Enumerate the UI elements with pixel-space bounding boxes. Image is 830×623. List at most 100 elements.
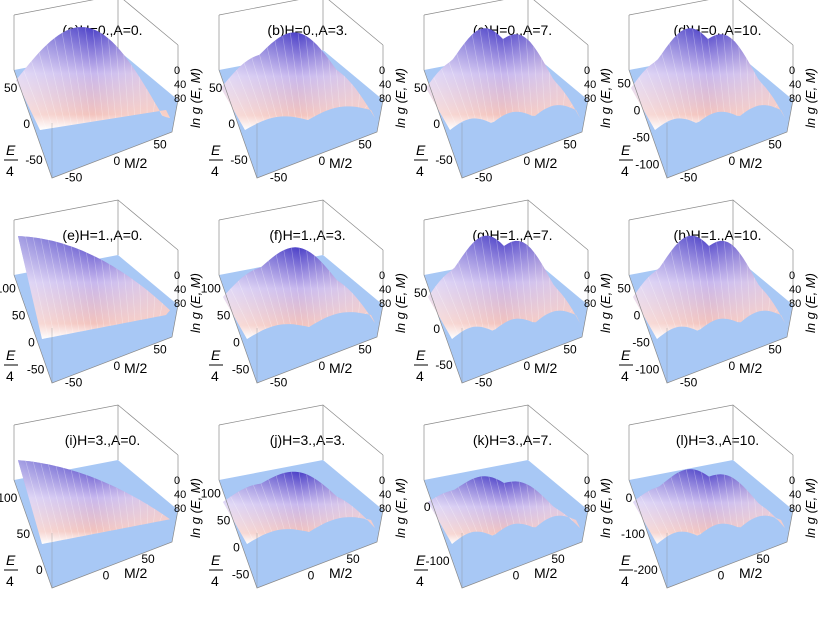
e-axis-numerator: E xyxy=(6,552,16,568)
e-axis-numerator: E xyxy=(416,142,426,158)
mesh-line xyxy=(275,254,291,325)
mesh-line xyxy=(25,460,49,543)
m-tick-label: 50 xyxy=(153,343,167,357)
mesh-line xyxy=(525,38,533,116)
mesh-line xyxy=(442,493,465,536)
mesh-line xyxy=(640,286,664,335)
m-tick-label: -50 xyxy=(475,376,493,390)
mesh-line xyxy=(700,31,712,114)
mesh-line xyxy=(692,28,706,118)
mesh-line xyxy=(115,45,123,118)
panel-c: (c)H=0.,A=7. 50 0 -50 -50 0 50 M/2 E 4 80 40 0 ln g (… xyxy=(410,0,615,200)
mesh-line xyxy=(336,69,340,108)
z-tick-label: 0 xyxy=(174,475,180,487)
mesh-line xyxy=(715,34,725,112)
z-tick-label: 80 xyxy=(789,298,801,310)
e-tick-label: 50 xyxy=(414,81,428,95)
mesh-line xyxy=(746,58,750,110)
m-tick-label: 0 xyxy=(113,359,120,373)
mesh-line xyxy=(364,105,368,109)
mesh-line xyxy=(518,240,527,320)
e-axis-numerator: E xyxy=(416,347,426,363)
m-tick-label: 0 xyxy=(318,359,325,373)
mesh-line xyxy=(563,298,566,311)
z-tick-label: 80 xyxy=(379,503,391,515)
z-axis-label: ln g (E, M) xyxy=(598,273,613,333)
mesh-line xyxy=(69,29,85,124)
mesh-line xyxy=(458,486,478,532)
mesh-line xyxy=(541,58,545,110)
mesh-line xyxy=(283,472,297,530)
mesh-line xyxy=(54,38,72,126)
mesh-line xyxy=(441,68,463,122)
mesh-line xyxy=(320,49,328,111)
surface-plot: 50 0 -50 -50 0 50 M/2 E 4 80 40 0 ln g (E, M) xyxy=(414,199,613,390)
m-axis-label: M/2 xyxy=(739,565,763,581)
z-tick-label: 40 xyxy=(379,284,391,296)
mesh-line xyxy=(768,298,771,311)
mesh-line xyxy=(245,274,266,330)
mesh-line xyxy=(230,496,254,541)
surface-shading xyxy=(426,28,580,131)
mesh-line xyxy=(448,62,470,120)
box-front-edge xyxy=(218,15,384,179)
mesh-line xyxy=(716,474,726,524)
mesh-line xyxy=(306,474,316,529)
z-axis-label: ln g (E, M) xyxy=(803,273,818,333)
mesh-line xyxy=(92,29,104,121)
mesh-line xyxy=(251,57,271,119)
e-axis-denominator: 4 xyxy=(416,368,424,384)
m-tick-label: 0 xyxy=(728,154,735,168)
m-axis-label: M/2 xyxy=(534,360,558,376)
mesh-line xyxy=(655,487,676,533)
mesh-line xyxy=(46,44,66,127)
mesh-line xyxy=(479,29,495,122)
box-top-edge xyxy=(423,0,589,46)
mesh-line xyxy=(730,38,738,116)
e-tick-label: 50 xyxy=(4,81,18,95)
mesh-line xyxy=(563,92,565,106)
e-tick-label: 0 xyxy=(433,322,440,336)
panel-b: (b)H=0.,A=3. 50 0 -50 -50 0 50 M/2 E 4 80 40 0 ln g (… xyxy=(205,0,410,200)
e-tick-label: -50 xyxy=(632,336,650,350)
z-axis-label: ln g (E, M) xyxy=(188,68,203,128)
mesh-line xyxy=(511,481,521,524)
mesh-line xyxy=(266,47,284,117)
mesh-line xyxy=(774,104,778,108)
panel-g: (g)H=1.,A=7. 50 0 -50 -50 0 50 M/2 E 4 80 40 0 ln g (… xyxy=(410,199,615,405)
mesh-line xyxy=(358,512,361,518)
m-tick-label: 0 xyxy=(513,568,520,582)
mesh-line xyxy=(124,491,130,528)
e-tick-label: 50 xyxy=(217,514,231,528)
mesh-line xyxy=(253,484,273,532)
surface-plot: 50 0 -50 -50 0 50 M/2 E 4 80 40 0 ln g (E, M) xyxy=(4,0,203,185)
mesh-line xyxy=(237,280,260,333)
mesh-line xyxy=(678,472,695,535)
mesh-line xyxy=(503,245,515,320)
surface-plot: 50 0 -50 -50 0 50 M/2 E 4 80 40 0 ln g (E, M) xyxy=(414,0,613,185)
box-top-edge xyxy=(218,404,384,456)
box-front-edge xyxy=(13,425,179,589)
mesh-line xyxy=(693,469,707,530)
box-front-edge xyxy=(218,220,384,384)
mesh-line xyxy=(253,270,273,327)
panel-f: (f)H=1.,A=3. 100 50 0 -50 -50 0 50 M/2 E 4 80 40 0 ln … xyxy=(201,199,410,405)
mesh-line xyxy=(655,270,676,328)
z-tick-label: 80 xyxy=(584,503,596,515)
e-tick-label: 100 xyxy=(0,491,18,505)
mesh-line xyxy=(55,466,74,539)
mesh-line xyxy=(435,286,459,335)
mesh-line xyxy=(116,487,123,529)
mesh-line xyxy=(754,498,757,518)
m-tick-label: -50 xyxy=(270,171,288,185)
mesh-line xyxy=(55,241,74,334)
mesh-line xyxy=(313,478,322,525)
mesh-line xyxy=(488,476,502,530)
mesh-line xyxy=(685,469,701,535)
mesh-line xyxy=(640,495,664,540)
mesh-line xyxy=(541,264,546,316)
e-axis-numerator: E xyxy=(416,552,426,568)
mesh-line xyxy=(526,244,533,323)
mesh-line xyxy=(260,267,279,326)
mesh-line xyxy=(101,259,111,326)
